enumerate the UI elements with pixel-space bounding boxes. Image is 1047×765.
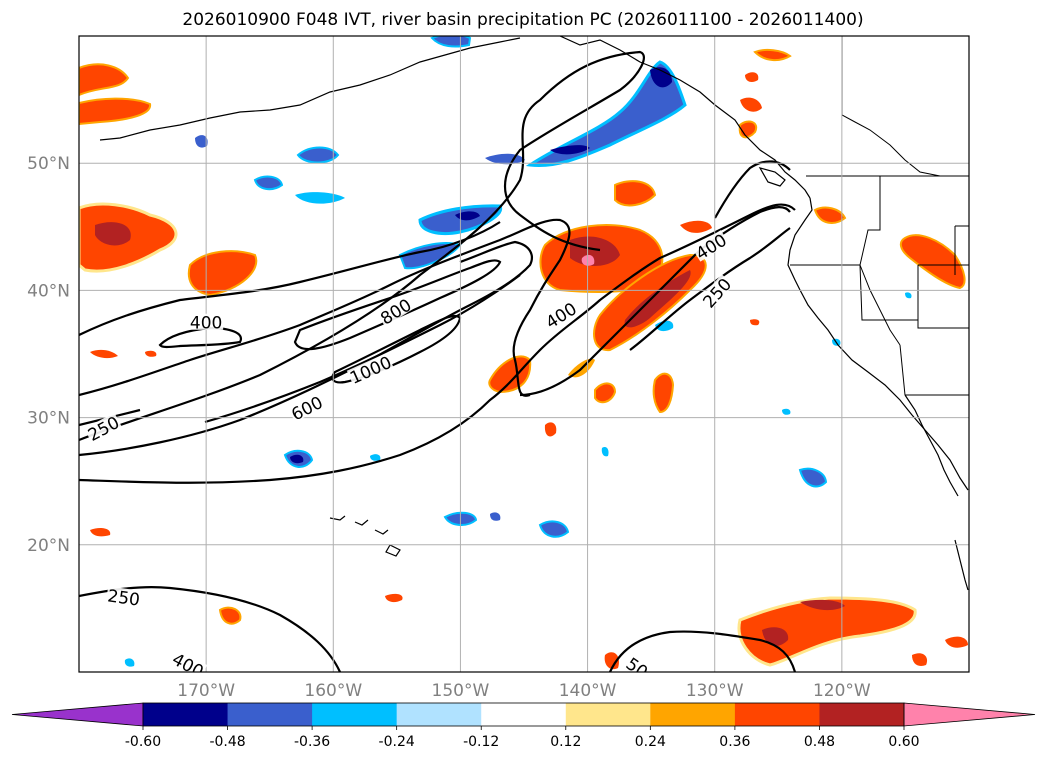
svg-text:400: 400 xyxy=(190,314,222,334)
colorbar: -0.60 -0.48 -0.36 -0.24 -0.12 0.12 0.24 0.36 0.4… xyxy=(11,702,1036,750)
colorbar-segment xyxy=(312,703,398,726)
map-frame xyxy=(78,35,970,673)
colorbar-segment xyxy=(143,703,229,726)
colorbar-tick-label: -0.36 xyxy=(294,734,330,750)
colorbar-tick-label: -0.12 xyxy=(463,734,499,750)
x-tick-label: 170°W xyxy=(177,681,235,701)
colorbar-tick-label: -0.24 xyxy=(379,734,415,750)
x-tick-label: 140°W xyxy=(559,681,617,701)
colorbar-tick-label: 0.60 xyxy=(888,734,919,750)
colorbar-tick-label: 0.24 xyxy=(635,734,666,750)
colorbar-extend-low xyxy=(11,702,144,727)
svg-text:250: 250 xyxy=(106,586,141,610)
y-tick-label: 30°N xyxy=(27,409,70,429)
x-tick-label: 120°W xyxy=(813,681,871,701)
colorbar-tick-label: 0.12 xyxy=(550,734,581,750)
colorbar-tick-label: -0.48 xyxy=(209,734,245,750)
colorbar-segment xyxy=(396,703,482,726)
colorbar-segment xyxy=(227,703,313,726)
x-axis-ticks: 170°W 160°W 150°W 140°W 130°W 120°W xyxy=(177,681,871,701)
colorbar-segment xyxy=(565,703,651,726)
ivt-contours xyxy=(79,50,797,672)
x-tick-label: 150°W xyxy=(432,681,490,701)
coastlines xyxy=(99,36,969,591)
gridlines xyxy=(79,36,969,672)
colorbar-segment xyxy=(819,703,905,726)
x-tick-label: 130°W xyxy=(686,681,744,701)
colorbar-tick-label: 0.36 xyxy=(719,734,750,750)
political-borders xyxy=(790,36,969,396)
negative-precip-shading xyxy=(124,36,912,667)
colorbar-segment xyxy=(650,703,736,726)
colorbar-segment xyxy=(481,703,567,726)
colorbar-segment xyxy=(734,703,820,726)
y-tick-label: 40°N xyxy=(27,281,70,301)
y-axis-ticks: 20°N 30°N 40°N 50°N xyxy=(27,154,70,556)
y-tick-label: 50°N xyxy=(27,154,70,174)
colorbar-tick-label: -0.60 xyxy=(125,734,161,750)
chart-title: 2026010900 F048 IVT, river basin precipi… xyxy=(182,10,863,30)
y-tick-label: 20°N xyxy=(27,536,70,556)
colorbar-extend-high xyxy=(903,702,1036,727)
contour-label: 250 xyxy=(105,586,142,611)
contour-label: 400 xyxy=(189,313,224,334)
x-tick-label: 160°W xyxy=(304,681,362,701)
colorbar-tick-label: 0.48 xyxy=(804,734,835,750)
